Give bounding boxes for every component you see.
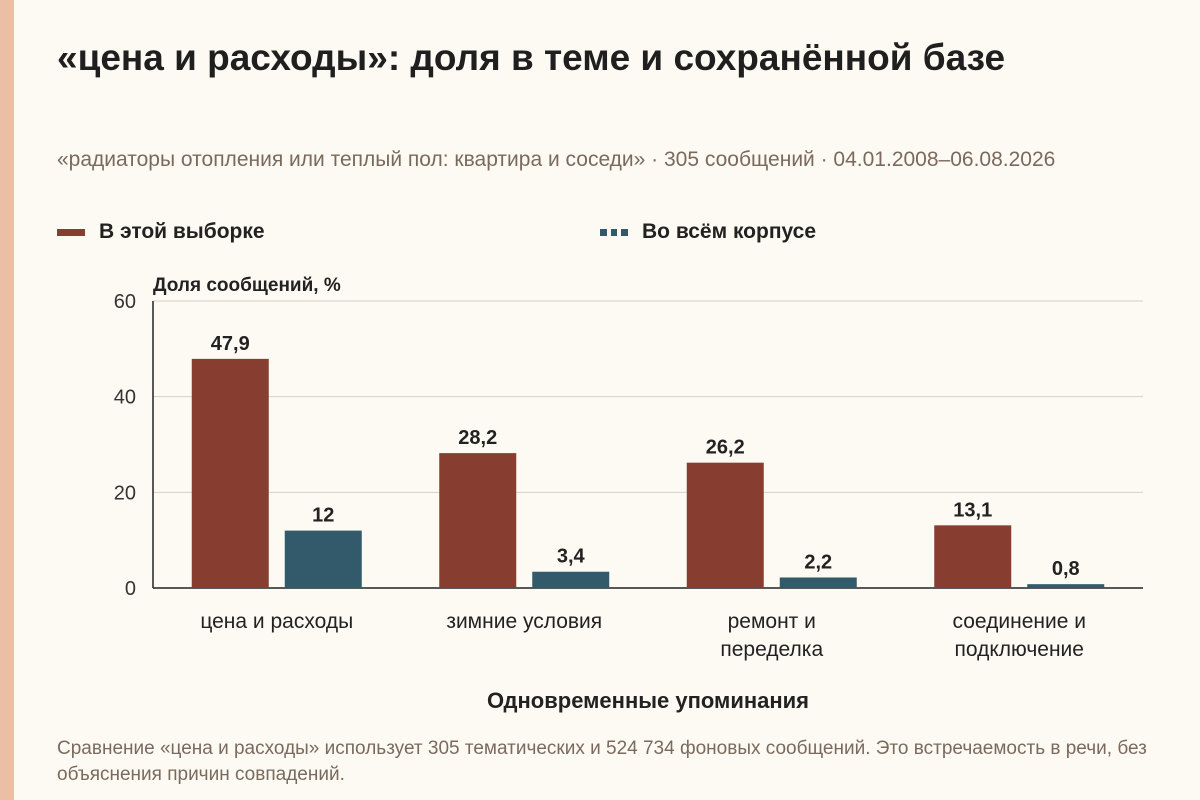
bar: [439, 453, 517, 588]
data-label: 47,9: [211, 333, 250, 355]
bars: [191, 358, 1105, 588]
data-label: 3,4: [557, 546, 586, 568]
legend-label-sample: В этой выборке: [99, 220, 265, 243]
data-label: 12: [312, 505, 334, 527]
chart-subtitle: «радиаторы отопления или теплый пол: ква…: [57, 148, 1056, 171]
bar: [686, 462, 764, 588]
x-tick-label: соединение и: [953, 610, 1086, 633]
legend-item-sample: В этой выборке: [57, 220, 265, 244]
legend-label-corpus: Во всём корпусе: [642, 220, 817, 243]
axes: 0 20 40 60 Доля сообщений, % цена и расходы зи…: [114, 275, 1086, 713]
footnote: Сравнение «цена и расходы» использует 30…: [57, 738, 1147, 785]
x-tick-label: зимние условия: [446, 610, 602, 633]
data-label: 0,8: [1052, 558, 1080, 580]
bar: [1027, 584, 1105, 588]
bar: [532, 571, 610, 588]
x-tick-label: цена и расходы: [200, 610, 353, 633]
x-tick-label: ремонт и: [728, 610, 816, 633]
y-axis-label: Доля сообщений, %: [153, 275, 341, 296]
data-labels: 47,9 12 28,2 3,4 26,2 2,2 13,1 0,8: [211, 333, 1080, 580]
y-tick-label: 0: [125, 578, 136, 600]
data-label: 2,2: [804, 551, 832, 573]
x-tick-label: подключение: [955, 638, 1084, 661]
bar: [191, 358, 269, 588]
data-label: 13,1: [953, 499, 992, 521]
x-axis-label: Одновременные упоминания: [487, 688, 809, 713]
y-tick-label: 20: [114, 482, 136, 504]
bar: [284, 530, 362, 588]
bar: [934, 525, 1012, 588]
legend-item-corpus: Во всём корпусе: [600, 220, 816, 244]
legend-swatch-corpus: [600, 228, 629, 236]
legend-swatch-sample: [57, 228, 85, 236]
x-tick-label: переделка: [720, 638, 823, 661]
data-label: 28,2: [458, 427, 497, 449]
accent-strip: [0, 0, 14, 800]
y-tick-label: 40: [114, 387, 136, 409]
data-label: 26,2: [706, 437, 745, 459]
chart-title: «цена и расходы»: доля в теме и сохранён…: [57, 37, 1006, 78]
bar: [779, 577, 857, 588]
y-tick-label: 60: [114, 291, 136, 313]
